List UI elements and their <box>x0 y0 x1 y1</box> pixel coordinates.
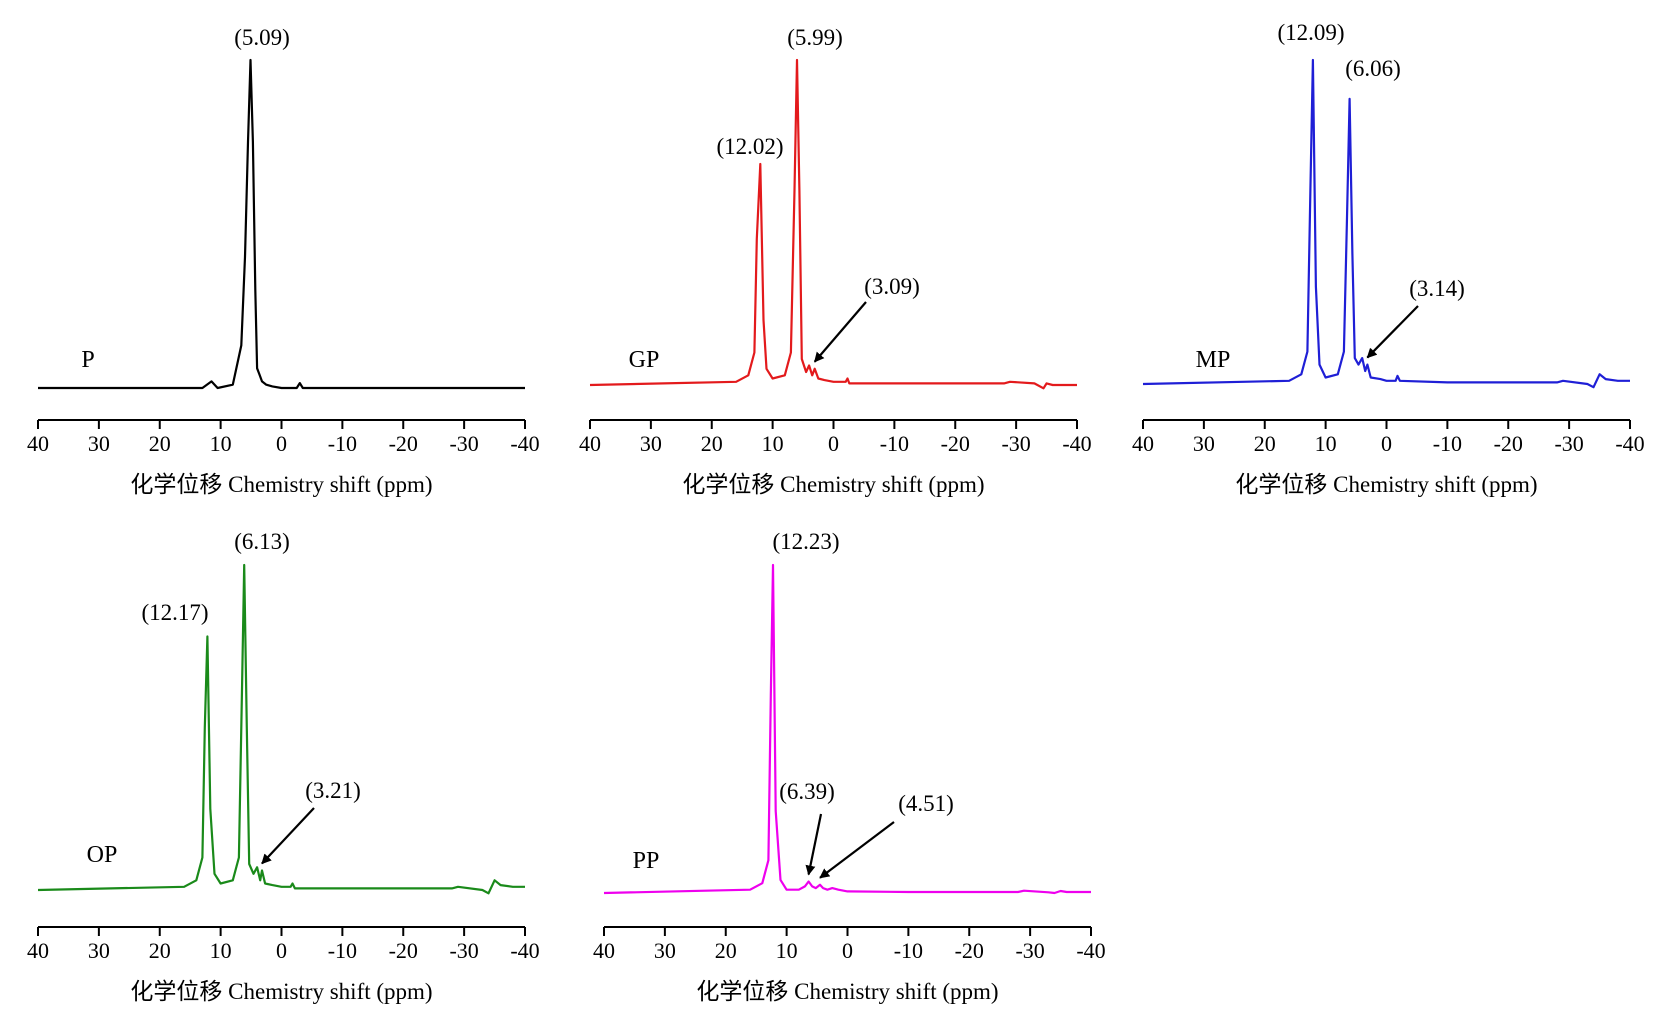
x-tick-label: 30 <box>654 938 676 963</box>
spectrum-line-gp <box>589 58 1077 390</box>
x-tick-label: -40 <box>1615 431 1644 456</box>
peak-arrow <box>813 301 867 363</box>
x-tick-label: 40 <box>1132 431 1154 456</box>
sample-label: P <box>81 347 94 373</box>
x-tick-label: -30 <box>449 431 478 456</box>
spectrum-line-p <box>38 58 525 390</box>
peak-label: (3.21) <box>305 778 361 803</box>
sample-label: PP <box>633 848 660 874</box>
x-tick-label: 0 <box>842 938 853 963</box>
x-tick-label: -30 <box>449 938 478 963</box>
x-tick-label: 20 <box>149 431 171 456</box>
x-tick-label: 20 <box>701 431 723 456</box>
peak-label: (12.23) <box>772 529 839 554</box>
x-tick-label: -10 <box>1433 431 1462 456</box>
sample-label: GP <box>629 347 660 373</box>
x-tick-label: 40 <box>27 431 49 456</box>
spectrum-panel-op: 40 30 20 10 0 -10 -20 -30 -40 化学位移 Chemistry shif… <box>27 529 540 1004</box>
x-tick-label: -20 <box>389 938 418 963</box>
x-tick-label: 10 <box>210 431 232 456</box>
x-tick-label: 10 <box>762 431 784 456</box>
x-tick-label: 30 <box>88 431 110 456</box>
x-tick-label: 10 <box>776 938 798 963</box>
x-tick-label: -10 <box>328 938 357 963</box>
x-tick-label: -10 <box>328 431 357 456</box>
x-axis-title: 化学位移 Chemistry shift (ppm) <box>696 979 998 1004</box>
spectrum-panel-gp: 40 30 20 10 0 -10 -20 -30 -40 化学位移 Chemistry shif… <box>579 25 1092 497</box>
x-tick-label: -20 <box>389 431 418 456</box>
peak-arrow <box>261 807 315 865</box>
spectrum-panel-pp: 40 30 20 10 0 -10 -20 -30 -40 化学位移 Chemistry shif… <box>593 529 1106 1004</box>
x-tick-label: -40 <box>1062 431 1091 456</box>
peak-label: (4.51) <box>898 791 954 816</box>
peak-label: (12.09) <box>1277 20 1344 45</box>
spectrum-line-op <box>37 563 525 895</box>
x-axis-title: 化学位移 Chemistry shift (ppm) <box>1235 472 1537 497</box>
x-tick-label: 40 <box>579 431 601 456</box>
x-tick-label: -30 <box>1001 431 1030 456</box>
x-tick-label: 20 <box>149 938 171 963</box>
peak-label: (5.09) <box>234 25 290 50</box>
x-tick-label: -10 <box>880 431 909 456</box>
x-tick-label: 30 <box>640 431 662 456</box>
x-tick-label: 20 <box>715 938 737 963</box>
x-tick-label: 30 <box>1193 431 1215 456</box>
spectrum-panel-mp: 40 30 20 10 0 -10 -20 -30 -40 化学位移 Chemistry shif… <box>1132 20 1645 497</box>
sample-label: OP <box>87 842 118 868</box>
x-tick-label: -20 <box>1494 431 1523 456</box>
x-axis-title: 化学位移 Chemistry shift (ppm) <box>130 472 432 497</box>
x-tick-label: -10 <box>894 938 923 963</box>
x-tick-label: 0 <box>276 431 287 456</box>
x-tick-label: 0 <box>1381 431 1392 456</box>
spectrum-line-pp <box>603 563 1091 895</box>
peak-label: (6.39) <box>779 779 835 804</box>
x-tick-label: -40 <box>1076 938 1105 963</box>
x-tick-label: -40 <box>510 938 539 963</box>
x-tick-label: -30 <box>1015 938 1044 963</box>
x-tick-label: -40 <box>510 431 539 456</box>
peak-label: (3.09) <box>864 274 920 299</box>
peak-label: (3.14) <box>1409 276 1465 301</box>
peak-label: (12.17) <box>141 600 208 625</box>
x-tick-label: 20 <box>1254 431 1276 456</box>
spectrum-panel-p: 40 30 20 10 0 -10 -20 -30 -40 化学位移 Chemistry shif… <box>27 25 540 497</box>
x-tick-label: 10 <box>1315 431 1337 456</box>
peak-label: (6.06) <box>1345 56 1401 81</box>
x-tick-label: 0 <box>828 431 839 456</box>
x-tick-label: 40 <box>593 938 615 963</box>
peak-arrow <box>819 821 895 879</box>
x-tick-label: 10 <box>210 938 232 963</box>
peak-arrow <box>805 813 823 876</box>
peak-label: (6.13) <box>234 529 290 554</box>
x-tick-label: 40 <box>27 938 49 963</box>
x-axis-title: 化学位移 Chemistry shift (ppm) <box>130 979 432 1004</box>
spectrum-line-mp <box>1142 58 1630 389</box>
x-axis-title: 化学位移 Chemistry shift (ppm) <box>682 472 984 497</box>
sample-label: MP <box>1196 347 1231 373</box>
x-tick-label: -30 <box>1554 431 1583 456</box>
x-tick-label: 0 <box>276 938 287 963</box>
peak-arrow <box>1366 305 1419 359</box>
x-tick-label: -20 <box>955 938 984 963</box>
peak-label: (12.02) <box>716 134 783 159</box>
x-tick-label: -20 <box>941 431 970 456</box>
x-tick-label: 30 <box>88 938 110 963</box>
peak-label: (5.99) <box>787 25 843 50</box>
